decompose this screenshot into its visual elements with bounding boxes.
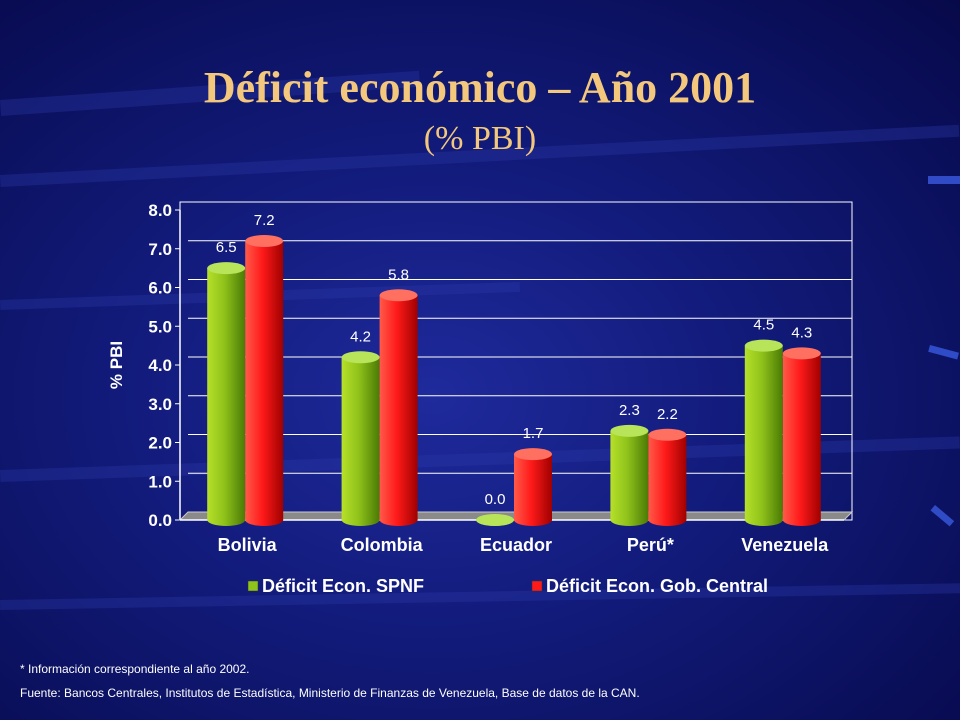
- bar: [648, 428, 687, 526]
- chart-subtitle: (% PBI): [423, 120, 537, 157]
- legend-swatch: [247, 580, 259, 592]
- bar: [341, 351, 380, 526]
- bar-body: [341, 357, 380, 526]
- y-axis-label: % PBI: [107, 341, 126, 389]
- y-tick-label: 6.0: [148, 279, 172, 298]
- legend-label: Déficit Econ. Gob. Central: [546, 576, 768, 596]
- data-label: 2.2: [657, 406, 678, 423]
- bar: [744, 339, 783, 526]
- y-tick-label: 3.0: [148, 395, 172, 414]
- data-label: 1.7: [523, 425, 544, 442]
- bar-cap: [610, 424, 649, 437]
- bar-body: [245, 241, 284, 526]
- data-label: 6.5: [216, 239, 237, 256]
- x-tick-label: Perú*: [627, 535, 674, 555]
- y-tick-label: 2.0: [148, 434, 172, 453]
- bar: [245, 235, 284, 526]
- bar-cap: [379, 289, 418, 302]
- bar-body: [379, 295, 418, 526]
- bar-body: [207, 268, 246, 526]
- bar-cap: [245, 235, 284, 247]
- legend-swatch: [531, 580, 543, 592]
- data-label: 4.5: [753, 317, 774, 334]
- bar: [379, 289, 418, 526]
- chart-title: Déficit económico – Año 2001: [203, 63, 757, 112]
- data-label: 5.8: [388, 266, 409, 283]
- bar: [207, 262, 246, 526]
- y-tick-label: 5.0: [148, 317, 172, 336]
- bar: [610, 424, 649, 526]
- bar-cap: [341, 351, 380, 364]
- data-label: 7.2: [254, 212, 275, 229]
- bar-cap: [648, 428, 687, 441]
- x-tick-label: Venezuela: [741, 535, 829, 555]
- data-label: 2.3: [619, 402, 640, 419]
- data-label: 4.2: [350, 328, 371, 345]
- bar-body: [744, 345, 783, 526]
- bar: [782, 347, 821, 526]
- y-tick-label: 0.0: [148, 511, 172, 530]
- bar-body: [514, 454, 552, 526]
- bar-cap: [476, 514, 514, 526]
- bar-chart: 0.0 1.0 2.0 3.0 4.0 5.0 6.0 7.0 8.0 % PBI 6.5 7.2 Bo…: [107, 201, 854, 596]
- bar-cap: [514, 448, 552, 461]
- y-tick-label: 7.0: [148, 240, 172, 259]
- bar: [476, 514, 514, 526]
- footnote: * Información correspondiente al año 200…: [20, 662, 250, 676]
- legend-label: Déficit Econ. SPNF: [262, 576, 424, 596]
- bar-body: [610, 430, 649, 526]
- x-tick-label: Ecuador: [480, 535, 552, 555]
- bar-cap: [207, 262, 246, 275]
- bar-body: [782, 353, 821, 526]
- y-tick-label: 4.0: [148, 356, 172, 375]
- bar-cap: [744, 339, 783, 352]
- x-tick-label: Colombia: [341, 535, 424, 555]
- y-tick-label: 1.0: [148, 472, 172, 491]
- bar: [514, 448, 552, 526]
- bar-body: [648, 434, 687, 526]
- data-label: 4.3: [791, 324, 812, 341]
- x-tick-label: Bolivia: [218, 535, 278, 555]
- source-note: Fuente: Bancos Centrales, Institutos de …: [20, 686, 640, 700]
- y-tick-label: 8.0: [148, 201, 172, 220]
- data-label: 0.0: [485, 491, 506, 508]
- bar-cap: [782, 347, 821, 360]
